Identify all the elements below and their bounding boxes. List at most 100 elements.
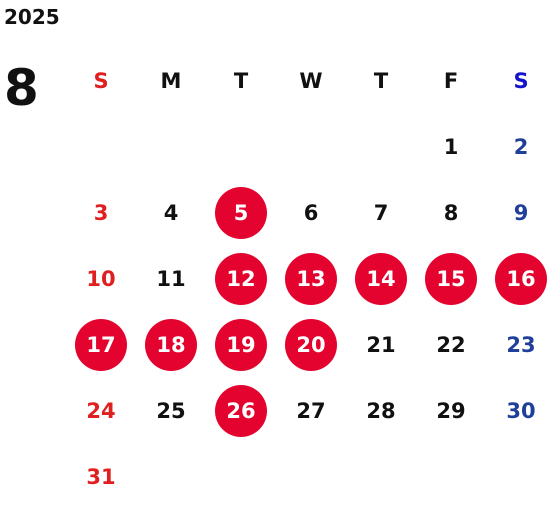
day-number: 22: [436, 332, 466, 357]
day-cell[interactable]: 8: [416, 180, 486, 246]
highlighted-day-number: 15: [425, 253, 477, 305]
day-cell[interactable]: 11: [136, 246, 206, 312]
empty-day-cell: [136, 114, 206, 180]
day-number: 27: [296, 398, 326, 423]
weekday-header-fri: F: [443, 68, 459, 93]
day-number: 3: [93, 200, 109, 225]
day-cell[interactable]: 20: [276, 312, 346, 378]
week-row: 10 11 12 13 14 15 16: [66, 246, 548, 312]
week-row: 24 25 26 27 28 29 30: [66, 378, 548, 444]
highlighted-day-number: 14: [355, 253, 407, 305]
day-cell[interactable]: 22: [416, 312, 486, 378]
day-number: [75, 121, 127, 173]
empty-day-cell: [136, 444, 206, 510]
day-number: 7: [373, 200, 389, 225]
day-number: 10: [86, 266, 116, 291]
day-cell[interactable]: 14: [346, 246, 416, 312]
day-number: [355, 451, 407, 503]
day-cell[interactable]: 15: [416, 246, 486, 312]
day-number: [285, 451, 337, 503]
day-number: [145, 121, 197, 173]
day-cell[interactable]: 2: [486, 114, 548, 180]
week-row: 3 4 5 6 7 8 9: [66, 180, 548, 246]
month-label: 8: [4, 59, 39, 117]
empty-day-cell: [346, 444, 416, 510]
weekday-header-sun: S: [93, 68, 109, 93]
day-number: 2: [513, 134, 529, 159]
day-cell[interactable]: 21: [346, 312, 416, 378]
day-number: [355, 121, 407, 173]
day-number: 28: [366, 398, 396, 423]
day-number: 9: [513, 200, 529, 225]
day-cell[interactable]: 9: [486, 180, 548, 246]
weekday-header-wed: W: [299, 68, 323, 93]
day-cell[interactable]: 13: [276, 246, 346, 312]
highlighted-day-number: 13: [285, 253, 337, 305]
day-number: 29: [436, 398, 466, 423]
day-number: [145, 451, 197, 503]
day-cell[interactable]: 16: [486, 246, 548, 312]
weekday-header-thu: T: [373, 68, 389, 93]
day-number: [495, 451, 547, 503]
weekday-header-row: S M T W T F S: [66, 48, 548, 114]
day-cell[interactable]: 4: [136, 180, 206, 246]
empty-day-cell: [486, 444, 548, 510]
day-cell[interactable]: 7: [346, 180, 416, 246]
day-number: 6: [303, 200, 319, 225]
day-number: [215, 121, 267, 173]
weekday-header-mon: M: [160, 68, 182, 93]
day-cell[interactable]: 1: [416, 114, 486, 180]
day-number: 30: [506, 398, 536, 423]
week-row: 31: [66, 444, 548, 510]
highlighted-day-number: 12: [215, 253, 267, 305]
empty-day-cell: [276, 444, 346, 510]
day-cell[interactable]: 5: [206, 180, 276, 246]
highlighted-day-number: 26: [215, 385, 267, 437]
day-number: 4: [163, 200, 179, 225]
day-cell[interactable]: 10: [66, 246, 136, 312]
day-cell[interactable]: 25: [136, 378, 206, 444]
day-number: [425, 451, 477, 503]
day-cell[interactable]: 27: [276, 378, 346, 444]
day-number: 11: [156, 266, 186, 291]
day-cell[interactable]: 18: [136, 312, 206, 378]
empty-day-cell: [346, 114, 416, 180]
highlighted-day-number: 18: [145, 319, 197, 371]
day-number: 21: [366, 332, 396, 357]
day-number: 1: [443, 134, 459, 159]
highlighted-day-number: 20: [285, 319, 337, 371]
year-label: 2025: [4, 5, 60, 29]
day-cell[interactable]: 6: [276, 180, 346, 246]
day-cell[interactable]: 29: [416, 378, 486, 444]
highlighted-day-number: 17: [75, 319, 127, 371]
weekday-header-sat: S: [513, 68, 529, 93]
day-cell[interactable]: 17: [66, 312, 136, 378]
day-cell[interactable]: 23: [486, 312, 548, 378]
empty-day-cell: [416, 444, 486, 510]
day-number: 24: [86, 398, 116, 423]
day-cell[interactable]: 19: [206, 312, 276, 378]
day-cell[interactable]: 12: [206, 246, 276, 312]
day-cell[interactable]: 28: [346, 378, 416, 444]
day-number: [215, 451, 267, 503]
empty-day-cell: [206, 444, 276, 510]
highlighted-day-number: 19: [215, 319, 267, 371]
day-number: 31: [86, 464, 116, 489]
calendar-grid: S M T W T F S 1 2 3 4 5 6 7 8 9 10 11 12 13 14 15 16 17 1…: [66, 48, 548, 510]
day-cell[interactable]: 3: [66, 180, 136, 246]
day-number: [285, 121, 337, 173]
day-cell[interactable]: 24: [66, 378, 136, 444]
empty-day-cell: [276, 114, 346, 180]
day-number: 25: [156, 398, 186, 423]
weekday-header-tue: T: [233, 68, 249, 93]
day-number: 8: [443, 200, 459, 225]
week-row: 17 18 19 20 21 22 23: [66, 312, 548, 378]
day-cell[interactable]: 31: [66, 444, 136, 510]
highlighted-day-number: 16: [495, 253, 547, 305]
day-cell[interactable]: 30: [486, 378, 548, 444]
empty-day-cell: [206, 114, 276, 180]
day-cell[interactable]: 26: [206, 378, 276, 444]
highlighted-day-number: 5: [215, 187, 267, 239]
empty-day-cell: [66, 114, 136, 180]
